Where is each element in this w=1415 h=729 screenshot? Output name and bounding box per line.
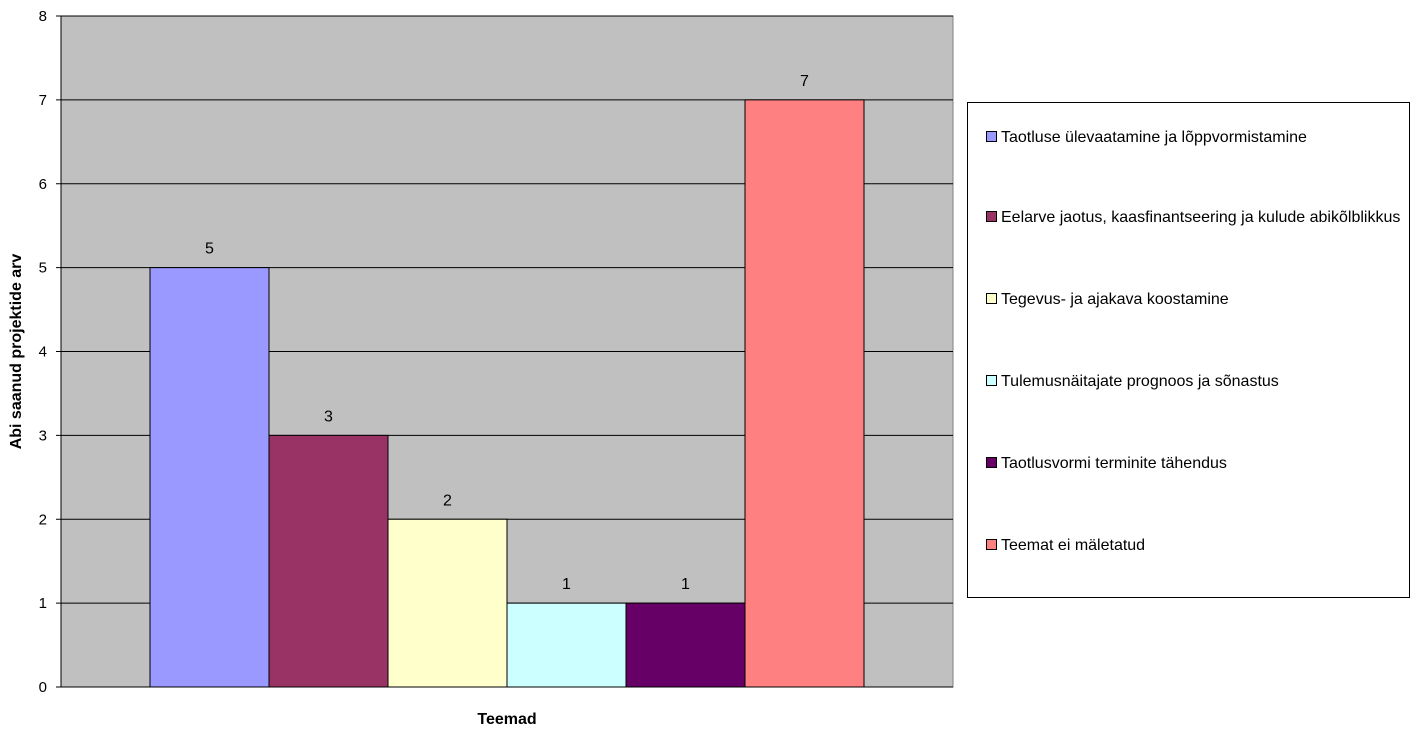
data-label: 5: [205, 241, 214, 258]
data-labels: 5 3 2 1 1 7: [205, 73, 809, 593]
y-tick-label: 6: [39, 176, 47, 193]
y-axis-ticks: 0 1 2 3 4 5 6 7 8: [39, 8, 61, 696]
legend-swatch: [986, 539, 997, 550]
legend-item: Eelarve jaotus, kaasfinantseering ja kul…: [986, 207, 1401, 228]
legend-item: Teemat ei mäletatud: [986, 535, 1401, 556]
bar: [387, 518, 508, 688]
legend-label: Tegevus- ja ajakava koostamine: [1001, 291, 1229, 308]
x-axis-title: Teemad: [477, 711, 536, 728]
y-tick-label: 0: [39, 679, 47, 696]
bar: [149, 267, 270, 688]
y-tick-label: 4: [39, 344, 47, 361]
data-label: 7: [800, 73, 809, 90]
legend-label: Teemat ei mäletatud: [1001, 537, 1146, 554]
legend-swatch: [986, 293, 997, 304]
legend-swatch: [986, 457, 997, 468]
y-tick-label: 3: [39, 427, 47, 444]
legend: Taotluse ülevaatamine ja lõppvormistamin…: [967, 102, 1410, 598]
bar: [625, 602, 746, 688]
bars: [149, 99, 865, 688]
y-tick-label: 1: [39, 595, 47, 612]
data-label: 3: [324, 408, 333, 425]
legend-label: Taotluse ülevaatamine ja lõppvormistamin…: [1001, 129, 1307, 146]
legend-item: Tulemusnäitajate prognoos ja sõnastus: [986, 371, 1401, 392]
data-label: 1: [562, 576, 571, 593]
legend-label: Taotlusvormi terminite tähendus: [1001, 455, 1227, 472]
y-tick-label: 2: [39, 511, 47, 528]
y-axis-title: Abi saanud projektide arv: [8, 254, 25, 450]
data-label: 2: [443, 492, 452, 509]
bar: [744, 99, 865, 688]
legend-item: Taotlusvormi terminite tähendus: [986, 453, 1401, 474]
legend-swatch: [986, 131, 997, 142]
legend-item: Taotluse ülevaatamine ja lõppvormistamin…: [986, 127, 1401, 148]
y-tick-label: 7: [39, 92, 47, 109]
bar: [268, 434, 389, 688]
y-tick-label: 8: [39, 8, 47, 25]
legend-label: Eelarve jaotus, kaasfinantseering ja kul…: [1001, 209, 1401, 226]
legend-swatch: [986, 375, 997, 386]
legend-label: Tulemusnäitajate prognoos ja sõnastus: [1001, 373, 1279, 390]
legend-swatch: [986, 211, 997, 222]
bar: [506, 602, 627, 688]
y-tick-label: 5: [39, 260, 47, 277]
legend-item: Tegevus- ja ajakava koostamine: [986, 289, 1401, 310]
data-label: 1: [681, 576, 690, 593]
